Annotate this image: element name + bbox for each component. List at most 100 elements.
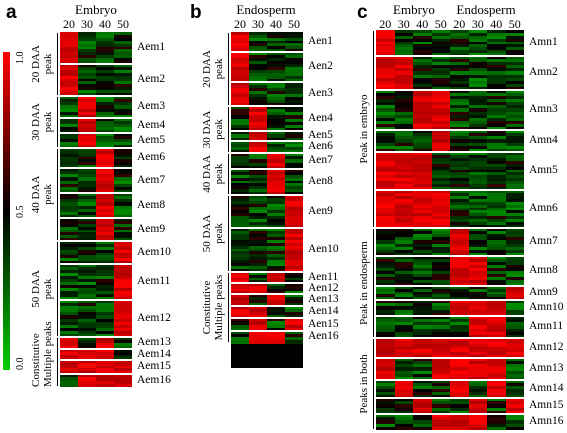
heatmap-cell — [431, 210, 451, 214]
heatmap-cell — [413, 152, 432, 156]
heatmap-cell — [285, 300, 303, 304]
heatmap-cell — [376, 192, 395, 197]
band-separator — [60, 63, 132, 65]
heatmap-cell — [394, 172, 414, 176]
heatmap-cell — [468, 228, 488, 232]
heatmap-cell — [114, 148, 132, 152]
heatmap-cell — [376, 265, 395, 269]
heatmap-cell — [231, 245, 250, 250]
heatmap-cell — [468, 210, 488, 214]
heatmap-cell — [376, 38, 395, 43]
heatmap-cell — [96, 168, 115, 172]
heatmap-cell — [505, 35, 524, 40]
group-bracket — [373, 229, 374, 337]
heatmap-cell — [450, 380, 469, 384]
heatmap-cell — [505, 373, 524, 378]
heatmap-cell — [231, 174, 250, 179]
heatmap-cell — [60, 368, 79, 372]
heatmap-cell — [231, 82, 250, 86]
heatmap-cell — [78, 357, 97, 361]
heatmap-cell — [431, 219, 451, 223]
heatmap-cell — [267, 97, 286, 101]
heatmap-cell — [376, 178, 395, 182]
heatmap-cell — [394, 410, 414, 415]
heatmap-cell — [60, 327, 79, 332]
heatmap-cell — [450, 294, 469, 298]
heatmap-cell — [394, 80, 414, 85]
heatmap-cell — [376, 262, 395, 266]
group-bracket — [228, 107, 229, 152]
heatmap-cell — [249, 103, 268, 107]
heatmap-cell — [267, 303, 286, 307]
heatmap-cell — [285, 183, 303, 187]
heatmap-cell — [431, 80, 451, 85]
heatmap-cell — [249, 297, 268, 301]
heatmap-cell — [267, 263, 286, 267]
heatmap-cell — [78, 96, 97, 100]
heatmap-cell — [468, 286, 488, 290]
heatmap-cell — [431, 123, 451, 128]
heatmap-cell — [468, 74, 488, 79]
heatmap-cell — [78, 291, 97, 295]
heatmap-cell — [450, 252, 469, 257]
heatmap-cell — [487, 222, 506, 226]
heatmap-cell — [376, 370, 395, 375]
heatmap-cell — [96, 300, 115, 304]
heatmap-cell — [96, 291, 115, 295]
heatmap-cell — [376, 152, 395, 156]
heatmap-cell — [376, 93, 395, 97]
heatmap-cell — [450, 268, 469, 272]
heatmap-cell — [394, 47, 414, 51]
heatmap-cell — [376, 346, 395, 350]
heatmap-cell — [413, 364, 432, 368]
heatmap-cell — [231, 257, 250, 261]
heatmap-cell — [487, 80, 506, 85]
heatmap-cell — [267, 294, 286, 298]
heatmap-cell — [285, 239, 303, 244]
heatmap-cell — [394, 123, 414, 128]
heatmap-cell — [114, 133, 132, 137]
heatmap-cell — [78, 55, 97, 59]
heatmap-cell — [468, 252, 488, 257]
heatmap-cell — [249, 165, 268, 170]
panel-a-column-headers: 20 30 40 50 — [60, 17, 132, 31]
heatmap-cell — [96, 46, 115, 50]
heatmap-cell — [487, 355, 506, 359]
heatmap-cell — [60, 174, 79, 178]
heatmap-cell — [450, 50, 469, 54]
heatmap-cell — [487, 62, 506, 66]
heatmap-cell — [413, 294, 432, 298]
heatmap-band — [60, 118, 132, 134]
heatmap-cell — [487, 338, 506, 342]
heatmap-cell — [487, 56, 506, 60]
heatmap-cell — [249, 280, 268, 284]
heatmap-cell — [114, 374, 132, 378]
heatmap-cell — [285, 121, 303, 126]
heatmap-cell — [60, 288, 79, 292]
heatmap-cell — [505, 117, 524, 122]
heatmap-cell — [505, 319, 524, 323]
heatmap-cell — [249, 64, 268, 68]
heatmap-cell — [96, 174, 115, 178]
heatmap-cell — [285, 67, 303, 71]
gene-label: Aem9 — [137, 222, 166, 235]
heatmap-cell — [267, 280, 286, 284]
heatmap-cell — [394, 291, 414, 295]
panel-b-column-headers: 20 30 40 50 — [231, 17, 303, 31]
heatmap-cell — [450, 175, 469, 179]
heatmap-cell — [487, 271, 506, 275]
heatmap-cell — [376, 111, 395, 116]
heatmap-cell — [468, 160, 488, 165]
heatmap-cell — [285, 180, 303, 184]
heatmap-cell — [376, 256, 395, 260]
heatmap-cell — [505, 294, 524, 298]
heatmap-cell — [487, 414, 506, 418]
heatmap-cell — [413, 47, 432, 51]
heatmap-cell — [60, 218, 79, 222]
heatmap-cell — [450, 265, 469, 269]
heatmap-cell — [249, 37, 268, 42]
heatmap-cell — [267, 219, 286, 223]
heatmap-cell — [431, 225, 451, 229]
heatmap-cell — [450, 346, 469, 350]
heatmap-cell — [376, 65, 395, 69]
